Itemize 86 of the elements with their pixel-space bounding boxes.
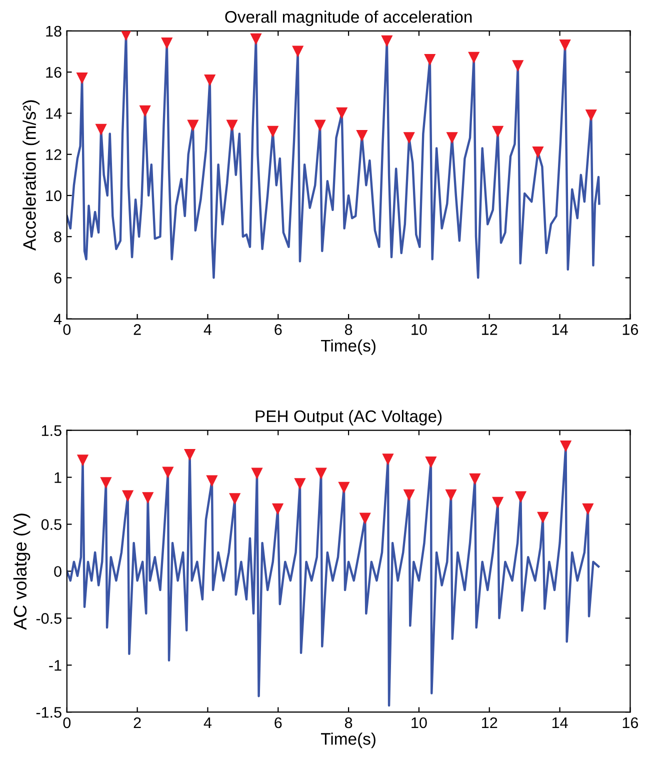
x-tick-label: 2 [134, 717, 141, 728]
point [95, 124, 107, 136]
point [532, 146, 544, 158]
point [314, 120, 326, 132]
point [76, 72, 88, 84]
point [559, 40, 571, 52]
y-axis-title: AC volatge (V) [13, 514, 30, 630]
point [142, 492, 154, 504]
y-tick-label: 12 [46, 149, 62, 160]
point [226, 120, 238, 132]
point [585, 109, 597, 122]
y-tick-label: -0.5 [36, 613, 62, 624]
point [445, 489, 457, 501]
point [425, 456, 437, 468]
y-tick-label: 10 [46, 190, 62, 202]
x-tick-label: 0 [63, 717, 71, 728]
point [469, 473, 481, 485]
x-tick-label: 10 [412, 717, 427, 728]
point [582, 503, 594, 516]
y-tick-label: -1 [49, 660, 62, 671]
y-tick-label: 0 [54, 566, 62, 577]
point [512, 60, 524, 72]
point [267, 126, 279, 138]
y-tick-label: 14 [46, 108, 62, 119]
point [403, 132, 415, 144]
point [251, 468, 263, 480]
x-tick-label: 12 [482, 717, 498, 728]
point [122, 490, 134, 502]
point [161, 37, 173, 50]
point [537, 512, 549, 524]
x-tick-label: 12 [482, 324, 498, 335]
y-axis-title: Acceleration (m/s²) [22, 100, 40, 251]
point [468, 52, 480, 64]
point [338, 482, 350, 494]
point [184, 448, 196, 461]
point [492, 126, 504, 138]
point [76, 454, 89, 466]
y-tick-label: 6 [54, 272, 62, 284]
x-tick-label: 6 [274, 324, 282, 335]
y-tick-label: 0.5 [41, 519, 62, 530]
x-tick-label: 2 [134, 324, 141, 335]
point [492, 496, 504, 508]
x-tick-label: 4 [204, 324, 212, 335]
point [272, 503, 284, 516]
y-tick-label: 4 [54, 314, 62, 324]
y-tick-label: 18 [46, 26, 62, 37]
point [560, 440, 572, 452]
chart-title: PEH Output (AC Voltage) [256, 410, 442, 426]
y-tick-label: 16 [46, 66, 62, 78]
point [403, 489, 415, 501]
y-tick-label: 1 [54, 472, 62, 483]
x-tick-label: 8 [344, 717, 352, 728]
x-tick-label: 10 [412, 324, 427, 335]
y-tick-label: 8 [54, 231, 62, 242]
point [204, 74, 216, 86]
point [315, 468, 327, 480]
point [229, 493, 241, 505]
x-tick-label: 6 [274, 717, 282, 728]
point [294, 478, 306, 490]
x-tick-label: 14 [552, 718, 568, 728]
x-axis-title: Time(s) [321, 732, 376, 748]
point [336, 107, 348, 120]
x-tick-label: 14 [552, 324, 568, 335]
point [356, 130, 368, 142]
x-tick-label: 4 [204, 718, 212, 728]
point [382, 454, 394, 466]
point [250, 33, 262, 45]
point [187, 120, 199, 132]
point [162, 466, 174, 478]
x-axis-title: Time(s) [321, 339, 376, 355]
point [514, 491, 527, 503]
point [381, 35, 393, 48]
point [292, 46, 304, 58]
point [424, 54, 436, 66]
point [100, 477, 112, 489]
chart-title: Overall magnitude of acceleration [225, 10, 472, 26]
y-tick-label: 1.5 [42, 425, 62, 436]
x-tick-label: 0 [63, 324, 71, 335]
x-tick-label: 16 [622, 324, 638, 335]
point [446, 132, 458, 144]
x-tick-label: 16 [622, 717, 638, 728]
point [139, 105, 151, 117]
y-tick-label: -1.5 [36, 707, 62, 718]
x-tick-label: 8 [344, 324, 352, 335]
point [359, 512, 371, 524]
point [206, 475, 218, 487]
